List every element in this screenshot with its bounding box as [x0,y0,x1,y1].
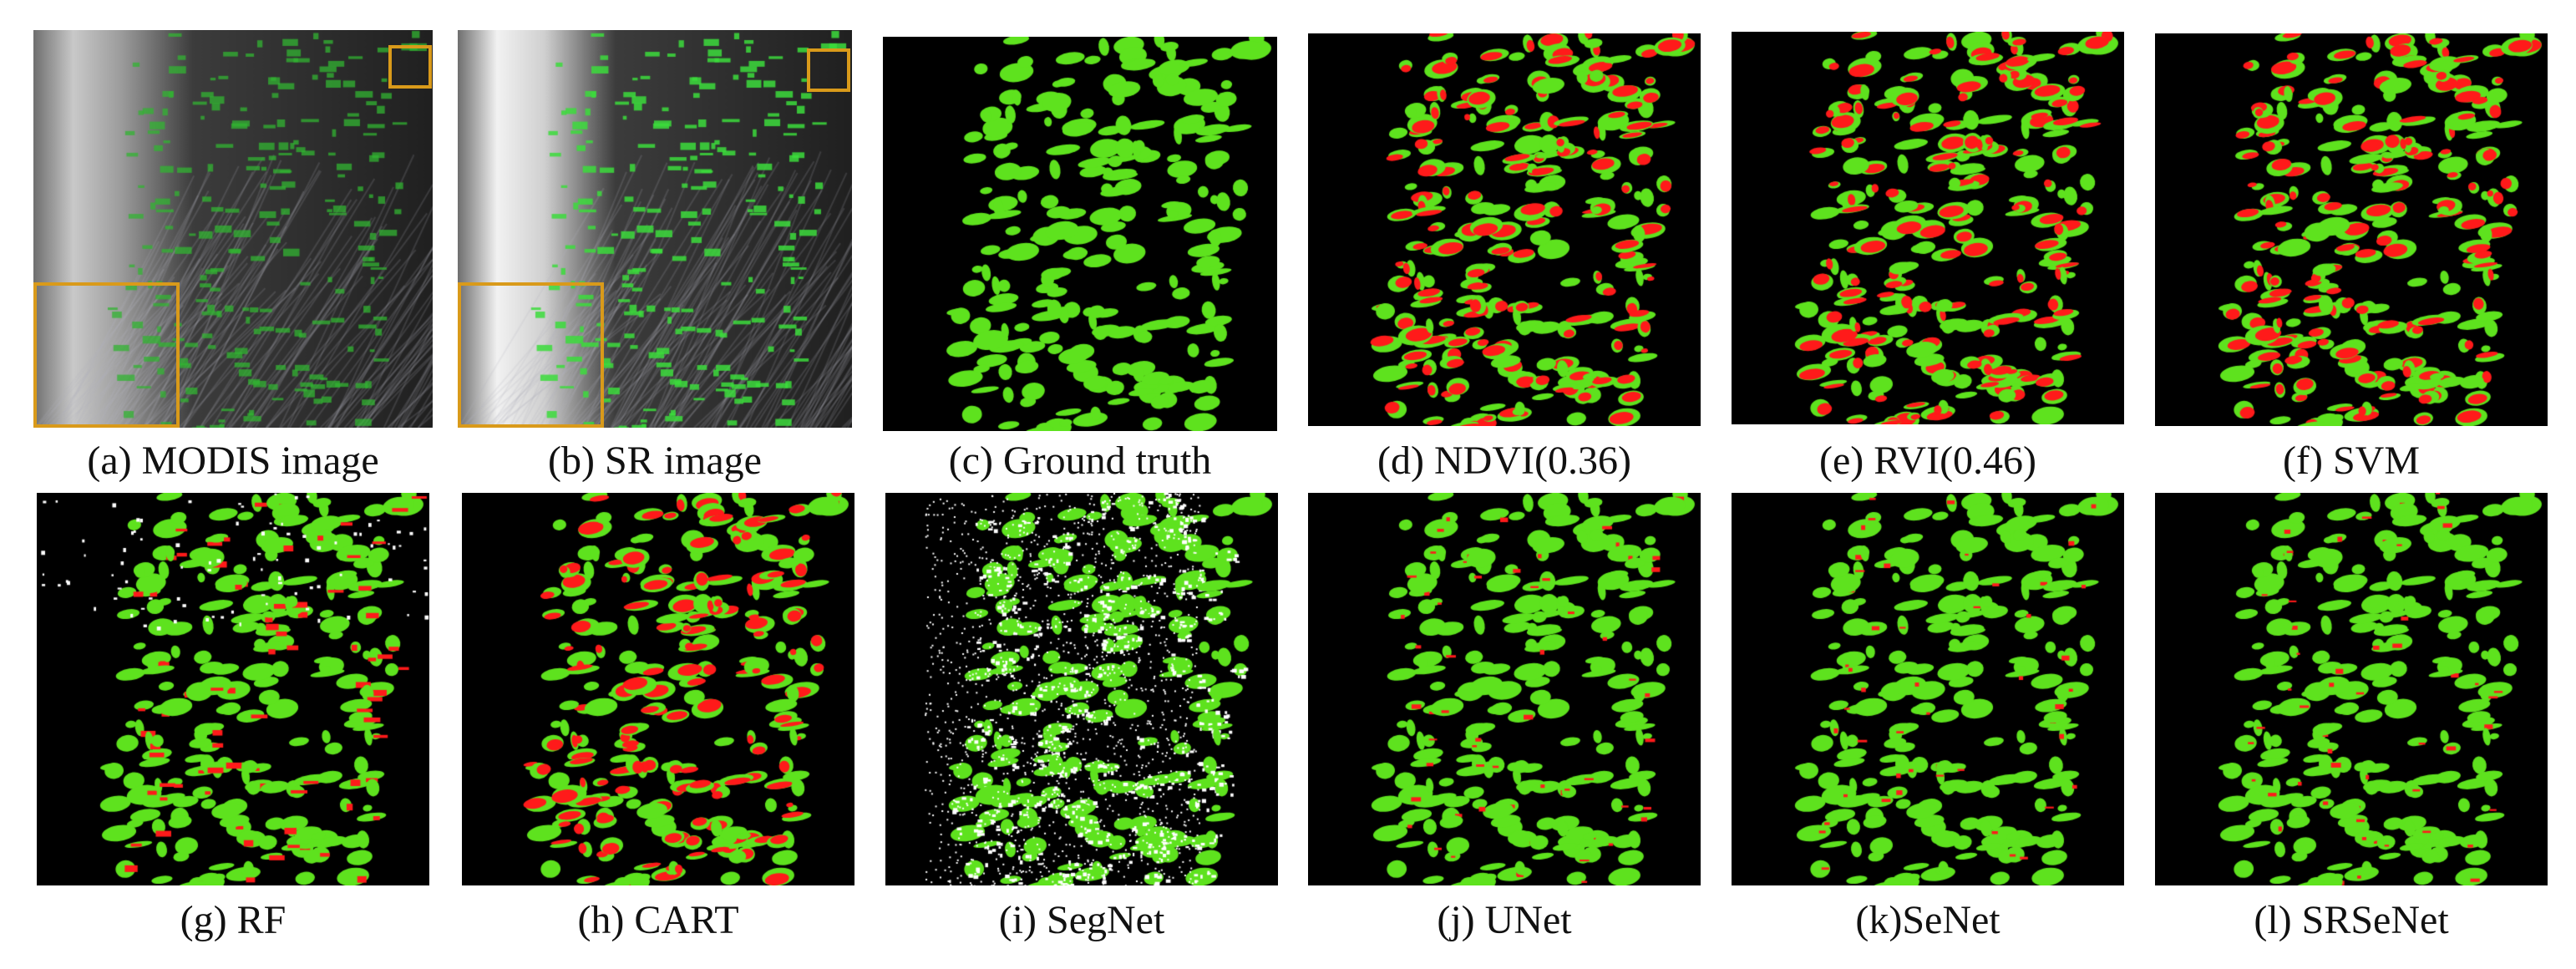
inset-box-small [388,45,432,89]
senet-canvas [1732,493,2124,885]
cart-canvas [462,493,854,885]
rvi-canvas [1732,32,2124,424]
srsenet-canvas [2155,493,2548,885]
rf-canvas [37,493,429,885]
sr-image-canvas [458,30,852,428]
svm-canvas [2155,33,2548,426]
caption-j: (j) UNet [1437,898,1572,942]
caption-a: (a) MODIS image [87,439,379,483]
inset-box-small [807,48,850,92]
modis-image-canvas [33,30,433,428]
panel-f-svm [2155,33,2548,426]
caption-f: (f) SVM [2283,439,2420,483]
panel-i-segnet [885,493,1278,885]
panel-l-srsenet [2155,493,2548,885]
caption-c: (c) Ground truth [948,439,1212,483]
caption-h: (h) CART [577,898,739,942]
inset-zoom [458,282,604,428]
panel-a-modis-image [33,30,433,428]
panel-d-ndvi [1308,33,1701,426]
panel-c-ground-truth [883,37,1277,431]
caption-e: (e) RVI(0.46) [1818,439,2037,483]
panel-h-cart [462,493,854,885]
panel-b-sr-image [458,30,852,428]
caption-k: (k)SeNet [1855,898,2000,942]
caption-b: (b) SR image [548,439,762,483]
ground-truth-canvas [883,37,1277,431]
segnet-canvas [885,493,1278,885]
unet-canvas [1308,493,1701,885]
panel-j-unet [1308,493,1701,885]
caption-g: (g) RF [180,898,287,942]
panel-e-rvi [1732,32,2124,424]
caption-d: (d) NDVI(0.36) [1377,439,1631,483]
panel-k-senet [1732,493,2124,885]
ndvi-canvas [1308,33,1701,426]
inset-zoom [33,282,180,428]
panel-g-rf [37,493,429,885]
caption-i: (i) SegNet [998,898,1165,942]
caption-l: (l) SRSeNet [2254,898,2449,942]
